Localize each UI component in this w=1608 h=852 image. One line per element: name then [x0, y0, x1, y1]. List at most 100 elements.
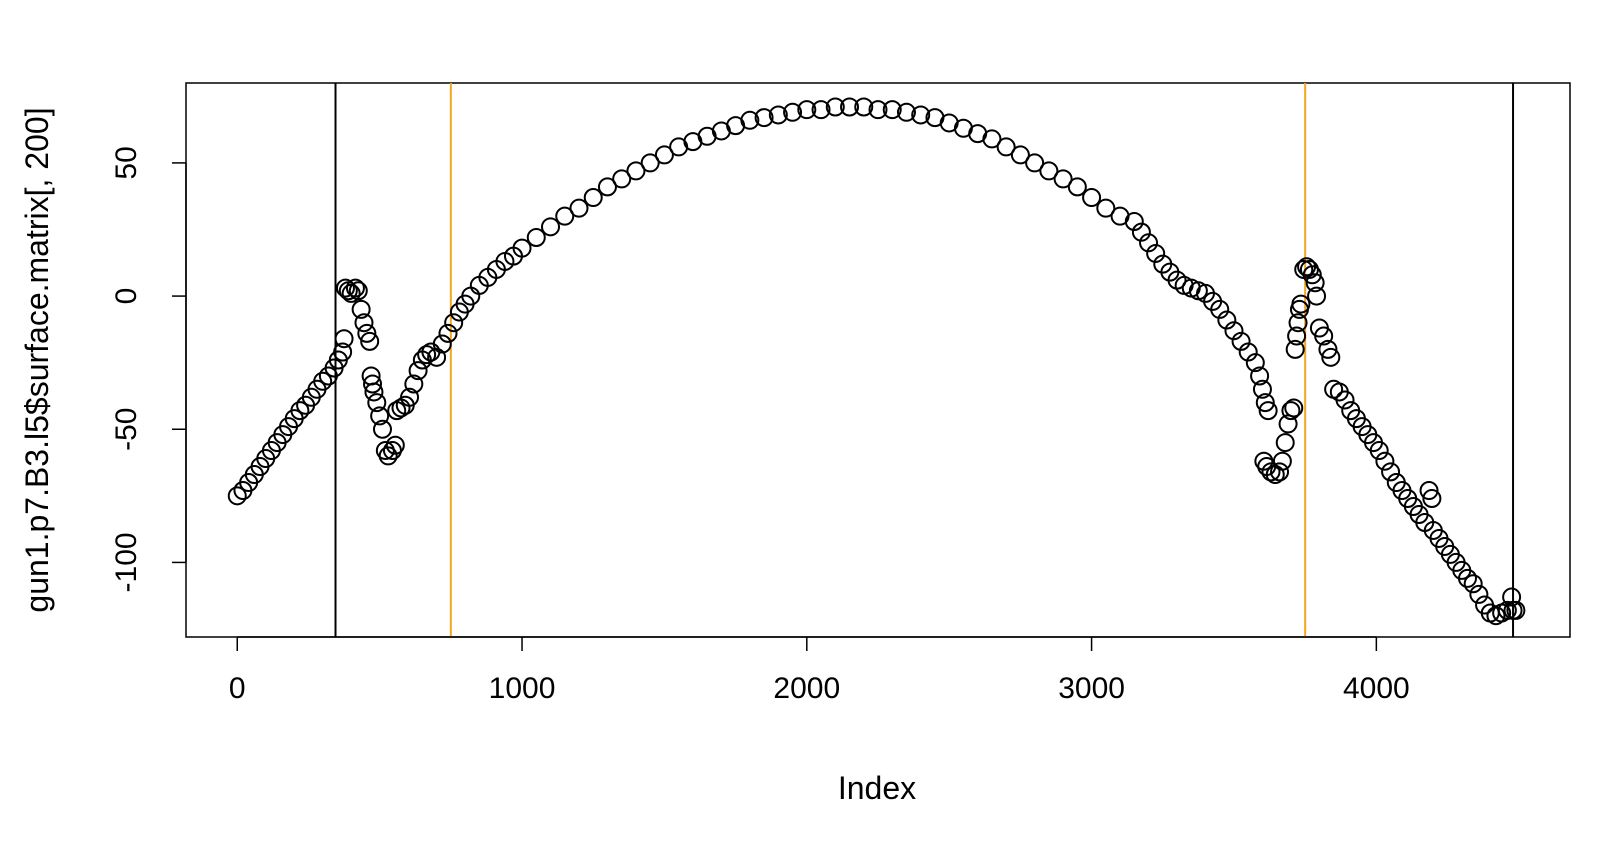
data-point: [1252, 379, 1272, 399]
data-point: [1422, 489, 1442, 508]
data-point: [982, 129, 1002, 149]
data-point: [408, 361, 428, 381]
data-point: [1314, 326, 1334, 346]
data-point: [868, 100, 888, 120]
data-point: [1258, 401, 1278, 421]
data-point: [432, 334, 452, 354]
data-point: [526, 227, 546, 247]
data-point: [1231, 331, 1251, 351]
y-tick-label: -100: [110, 532, 143, 592]
data-point: [1469, 584, 1489, 604]
data-point: [1497, 600, 1517, 620]
data-point: [882, 100, 902, 120]
data-point: [444, 313, 464, 333]
data-point: [555, 206, 575, 226]
data-point: [427, 347, 447, 367]
data-point: [783, 102, 803, 122]
data-point: [345, 278, 365, 298]
data-point: [1321, 347, 1341, 367]
data-point: [1124, 212, 1144, 231]
data-point: [1381, 462, 1401, 482]
data-point: [227, 486, 247, 506]
data-point: [1025, 153, 1045, 173]
data-point: [1275, 433, 1295, 453]
data-point: [1010, 145, 1030, 165]
data-point: [1067, 177, 1087, 197]
data-point: [1039, 161, 1059, 181]
data-point: [333, 342, 353, 362]
data-point: [854, 97, 874, 117]
data-point: [1146, 243, 1166, 263]
data-point: [1318, 339, 1338, 359]
data-point: [1369, 441, 1389, 461]
data-point: [541, 217, 561, 237]
x-tick-label: 4000: [1343, 672, 1410, 705]
data-point: [313, 371, 333, 391]
data-point: [357, 323, 377, 343]
data-point: [1307, 286, 1327, 306]
x-tick-label: 3000: [1058, 672, 1125, 705]
data-point: [1335, 390, 1355, 410]
x-tick-label: 2000: [773, 672, 840, 705]
data-point: [1255, 393, 1275, 413]
data-point: [1502, 587, 1522, 607]
data-point: [612, 169, 632, 189]
data-point: [1217, 310, 1237, 330]
data-point: [911, 105, 931, 125]
data-point: [797, 100, 817, 120]
data-point: [364, 382, 384, 402]
data-point: [370, 406, 390, 426]
data-point: [996, 137, 1016, 157]
data-points: [227, 97, 1526, 626]
data-point: [1139, 233, 1159, 253]
data-point: [840, 97, 860, 117]
data-point: [1506, 600, 1526, 620]
data-point: [1287, 326, 1307, 346]
data-point: [1291, 294, 1311, 314]
data-point: [597, 177, 617, 197]
data-point: [1210, 299, 1230, 319]
data-point: [654, 145, 674, 165]
data-point: [1375, 451, 1395, 471]
data-point: [438, 323, 458, 343]
data-point: [1457, 568, 1477, 588]
data-point: [1261, 462, 1281, 482]
data-point: [512, 238, 532, 258]
y-tick-label: -50: [110, 408, 143, 451]
y-axis: -100 -50 0 50: [110, 146, 187, 592]
data-point: [740, 110, 760, 130]
data-point: [404, 374, 424, 394]
data-point: [754, 108, 774, 128]
data-point: [354, 313, 374, 333]
x-axis-title: Index: [838, 770, 916, 806]
data-point: [640, 153, 660, 173]
data-point: [811, 100, 831, 120]
data-point: [334, 329, 354, 349]
data-point: [1131, 222, 1151, 242]
data-point: [825, 97, 845, 117]
data-point: [768, 105, 788, 125]
data-point: [1053, 169, 1073, 189]
data-point: [290, 401, 310, 421]
data-point: [400, 387, 420, 407]
data-point: [348, 281, 368, 301]
x-tick-label: 0: [229, 672, 246, 705]
data-point: [1250, 366, 1270, 386]
data-point: [1096, 198, 1116, 218]
x-axis: 0 1000 2000 3000 4000: [229, 636, 1410, 705]
data-point: [1284, 398, 1304, 418]
y-tick-label: 0: [110, 288, 143, 305]
data-point: [1302, 265, 1322, 285]
data-point: [351, 299, 371, 319]
data-point: [1463, 574, 1483, 594]
data-point: [363, 374, 383, 394]
data-point: [1270, 462, 1290, 482]
data-point: [583, 188, 603, 208]
data-point: [1224, 321, 1244, 341]
data-point: [569, 198, 589, 218]
data-point: [1245, 353, 1265, 373]
data-point: [1238, 342, 1258, 362]
data-point: [1082, 188, 1102, 208]
data-point: [1285, 339, 1305, 359]
